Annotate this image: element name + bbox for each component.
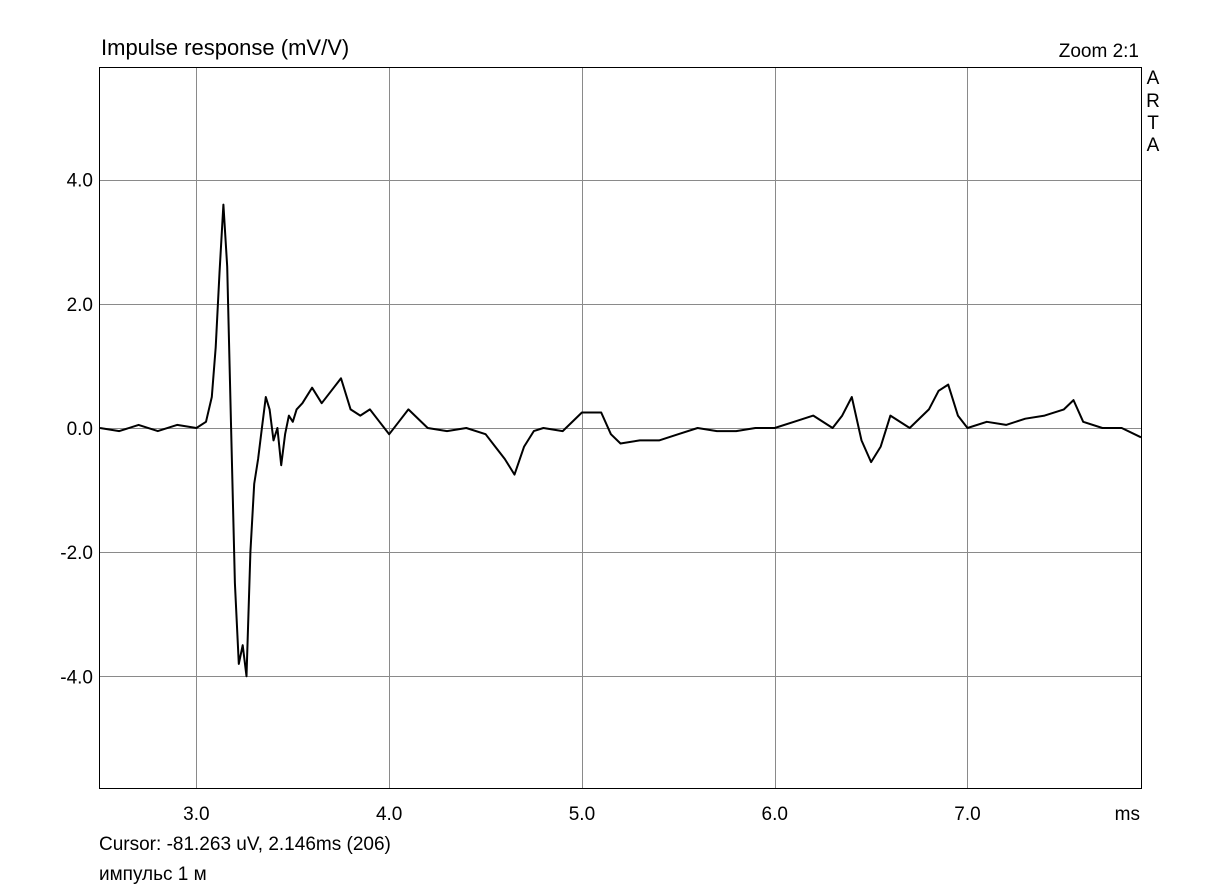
x-tick-label: 4.0: [376, 804, 402, 825]
zoom-label: Zoom 2:1: [1059, 41, 1139, 62]
brand-letter-a2: A: [1147, 135, 1160, 156]
chart-title: Impulse response (mV/V): [101, 35, 349, 60]
trace-layer: [99, 203, 1142, 678]
grid-lines: [100, 68, 1141, 788]
x-tick-label: 5.0: [569, 804, 595, 825]
cursor-readout: Cursor: -81.263 uV, 2.146ms (206): [99, 834, 391, 855]
y-tick-label: -2.0: [60, 543, 93, 564]
y-tick-label: 0.0: [67, 419, 93, 440]
y-tick-label: 2.0: [67, 295, 93, 316]
plot-frame: [99, 67, 1142, 789]
y-tick-label: -4.0: [60, 667, 93, 688]
x-axis-unit: ms: [1115, 804, 1140, 825]
arta-brand: A R T A: [1146, 68, 1160, 156]
y-tick-labels: 4.0 2.0 0.0 -2.0 -4.0: [60, 171, 93, 689]
impulse-trace: [99, 203, 1142, 678]
y-tick-label: 4.0: [67, 171, 93, 192]
x-tick-label: 3.0: [183, 804, 209, 825]
x-tick-label: 6.0: [762, 804, 788, 825]
brand-letter-r: R: [1146, 91, 1160, 112]
measurement-note: импульс 1 м: [99, 864, 207, 885]
brand-letter-a1: A: [1147, 68, 1160, 89]
x-tick-label: 7.0: [954, 804, 980, 825]
x-tick-labels: 3.0 4.0 5.0 6.0 7.0: [183, 804, 981, 825]
brand-letter-t: T: [1147, 113, 1159, 134]
